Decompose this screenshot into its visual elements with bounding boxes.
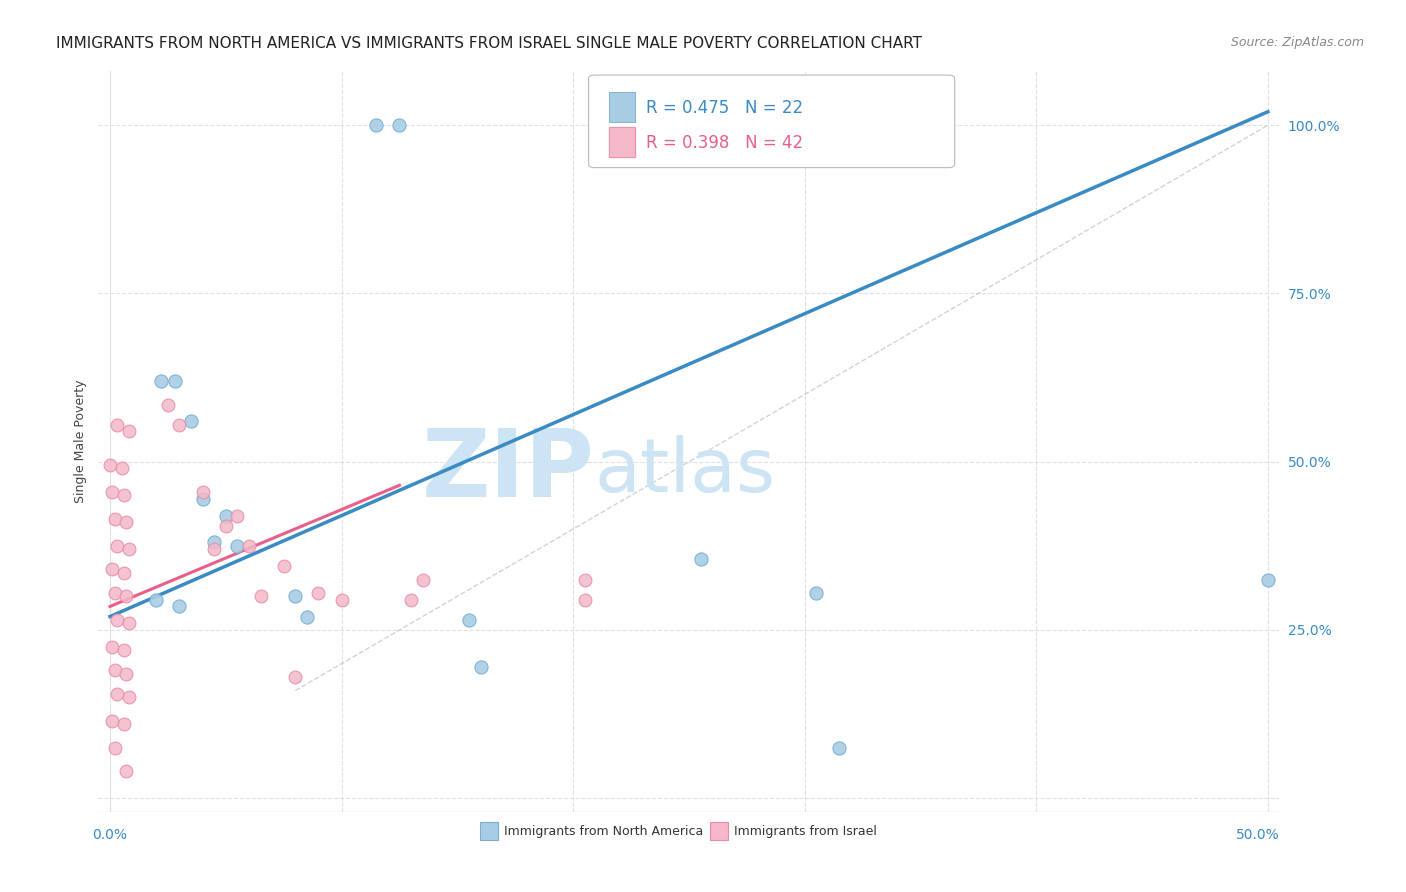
- Point: [104, 664, 127, 678]
- Point: [105, 613, 128, 627]
- Bar: [609, 127, 634, 156]
- Y-axis label: Single Male Poverty: Single Male Poverty: [75, 380, 87, 503]
- Point: [307, 586, 329, 600]
- Point: [104, 586, 127, 600]
- Point: [98, 458, 121, 472]
- Bar: [710, 822, 728, 840]
- Point: [180, 414, 202, 428]
- Point: [110, 461, 132, 475]
- Point: [226, 508, 249, 523]
- Point: [1257, 573, 1279, 587]
- Text: atlas: atlas: [595, 434, 776, 508]
- Point: [828, 740, 851, 755]
- Point: [284, 590, 307, 604]
- Point: [101, 485, 124, 500]
- Point: [806, 586, 828, 600]
- Text: Immigrants from North America: Immigrants from North America: [503, 824, 703, 838]
- Point: [105, 539, 128, 553]
- Point: [169, 417, 191, 432]
- Point: [412, 573, 434, 587]
- Text: Immigrants from Israel: Immigrants from Israel: [734, 824, 877, 838]
- Text: R = 0.475   N = 22: R = 0.475 N = 22: [647, 100, 804, 118]
- Text: Source: ZipAtlas.com: Source: ZipAtlas.com: [1230, 36, 1364, 49]
- Point: [191, 491, 214, 506]
- Point: [163, 374, 186, 388]
- Point: [388, 118, 411, 132]
- Point: [470, 660, 492, 674]
- Point: [115, 764, 138, 779]
- Point: [191, 485, 214, 500]
- Point: [366, 118, 388, 132]
- Point: [105, 417, 128, 432]
- Point: [101, 640, 124, 654]
- Point: [215, 508, 238, 523]
- Bar: [609, 92, 634, 121]
- Text: 0.0%: 0.0%: [93, 828, 128, 842]
- Point: [115, 516, 138, 530]
- Point: [574, 592, 596, 607]
- Point: [399, 592, 422, 607]
- Point: [117, 690, 139, 705]
- Point: [169, 599, 191, 614]
- Point: [202, 535, 225, 549]
- Point: [156, 398, 179, 412]
- Point: [149, 374, 172, 388]
- Point: [226, 539, 249, 553]
- Text: IMMIGRANTS FROM NORTH AMERICA VS IMMIGRANTS FROM ISRAEL SINGLE MALE POVERTY CORR: IMMIGRANTS FROM NORTH AMERICA VS IMMIGRA…: [56, 36, 922, 51]
- Point: [249, 590, 271, 604]
- Point: [202, 542, 225, 557]
- Point: [112, 643, 135, 657]
- Point: [104, 740, 127, 755]
- Text: 50.0%: 50.0%: [1236, 828, 1279, 842]
- Point: [101, 714, 124, 728]
- Point: [101, 562, 124, 576]
- Point: [112, 488, 135, 502]
- Point: [115, 590, 138, 604]
- Point: [273, 559, 295, 574]
- Bar: [479, 822, 498, 840]
- Point: [104, 512, 127, 526]
- Point: [112, 717, 135, 731]
- Point: [117, 425, 139, 439]
- Point: [105, 687, 128, 701]
- Point: [458, 613, 481, 627]
- Point: [112, 566, 135, 580]
- Point: [115, 666, 138, 681]
- Point: [284, 670, 307, 684]
- Point: [574, 573, 596, 587]
- Point: [117, 542, 139, 557]
- Point: [689, 552, 711, 566]
- Point: [330, 592, 353, 607]
- Bar: [609, 127, 634, 156]
- Point: [145, 592, 167, 607]
- Point: [238, 539, 260, 553]
- Point: [295, 609, 318, 624]
- Point: [215, 518, 238, 533]
- Point: [596, 118, 619, 132]
- Bar: [609, 92, 634, 121]
- FancyBboxPatch shape: [589, 75, 955, 168]
- Point: [117, 616, 139, 631]
- Text: R = 0.398   N = 42: R = 0.398 N = 42: [647, 135, 804, 153]
- Text: ZIP: ZIP: [422, 425, 595, 517]
